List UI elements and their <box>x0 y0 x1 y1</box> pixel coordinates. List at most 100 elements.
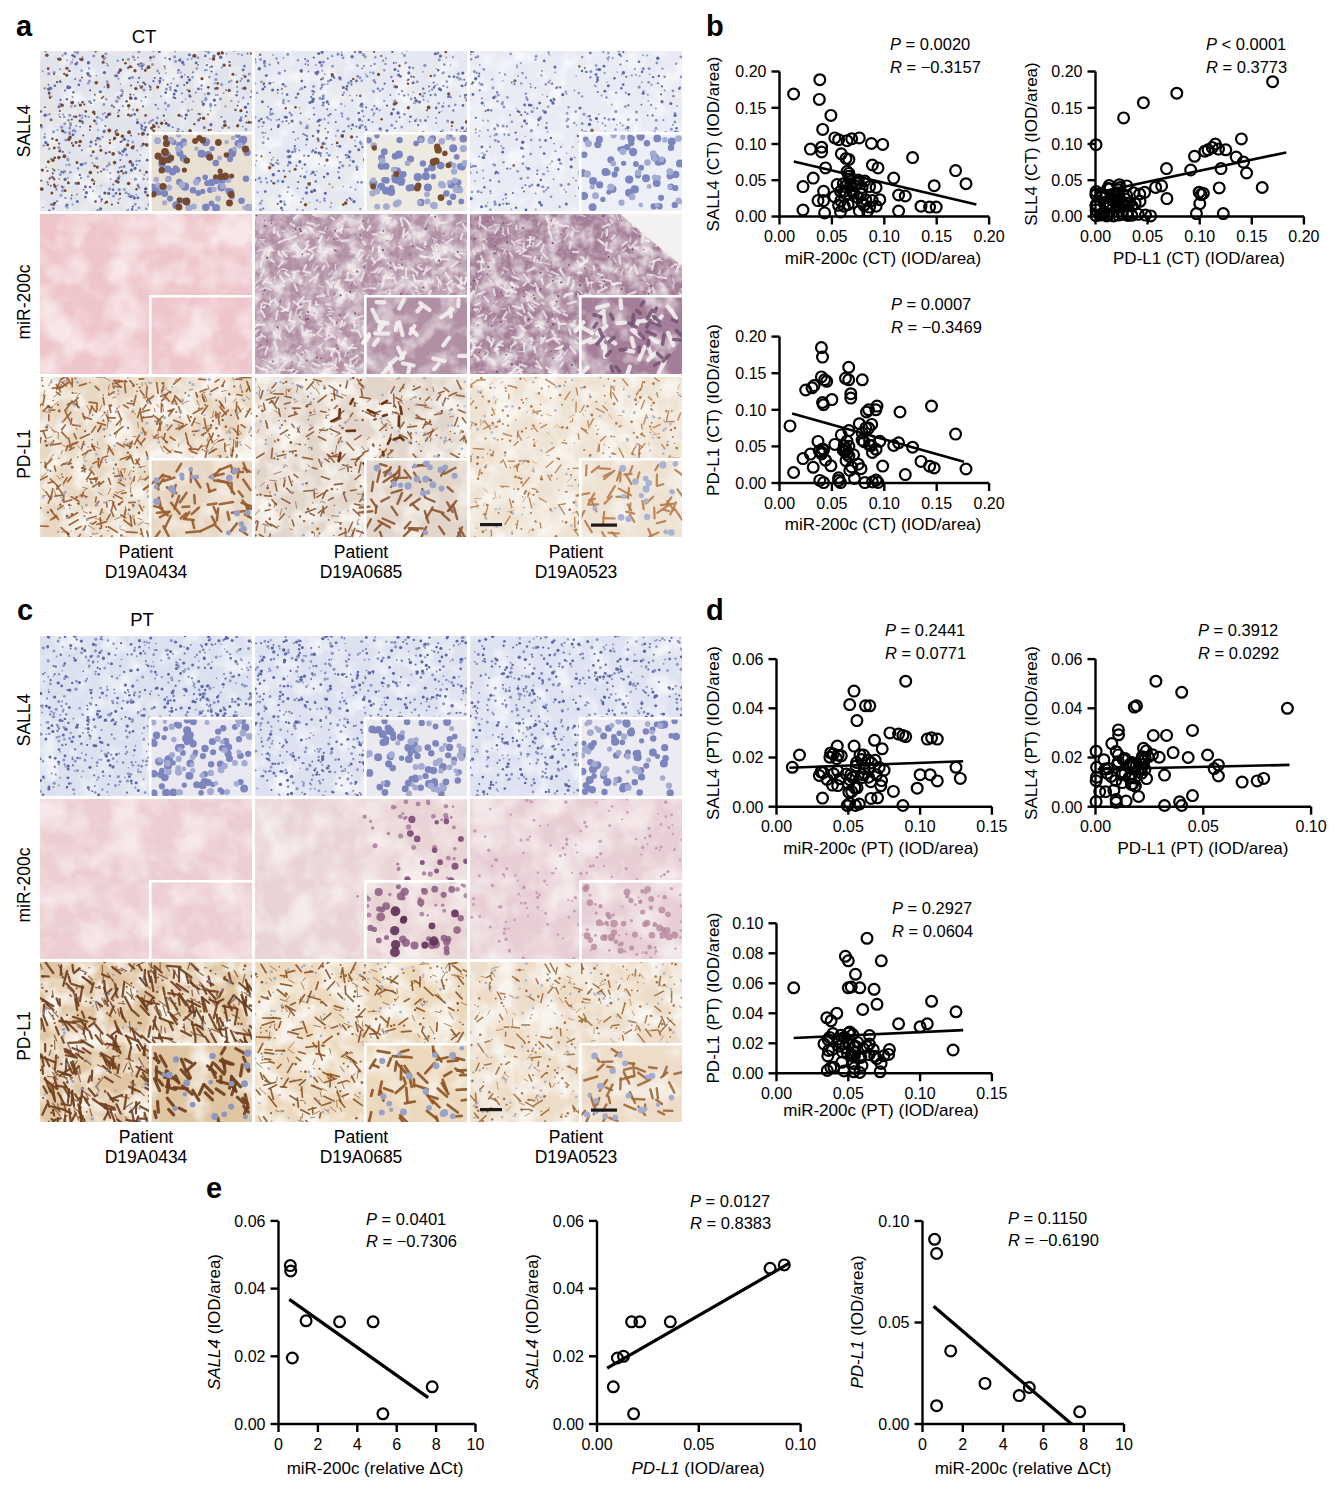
svg-text:0.00: 0.00 <box>1051 208 1082 225</box>
svg-text:0.00: 0.00 <box>732 799 763 816</box>
svg-text:0.05: 0.05 <box>816 495 847 512</box>
svg-text:0.00: 0.00 <box>735 475 766 492</box>
svg-text:P = 0.2927: P = 0.2927 <box>892 899 972 917</box>
svg-text:P = 0.0007: P = 0.0007 <box>891 295 971 313</box>
svg-text:0.00: 0.00 <box>1080 228 1111 245</box>
svg-text:0.06: 0.06 <box>234 1213 265 1230</box>
svg-text:0.00: 0.00 <box>1051 799 1082 816</box>
svg-text:0.15: 0.15 <box>1051 100 1082 117</box>
svg-text:10: 10 <box>467 1436 485 1453</box>
svg-text:0.06: 0.06 <box>1051 651 1082 668</box>
svg-text:P = 0.0127: P = 0.0127 <box>690 1192 770 1210</box>
svg-text:0.15: 0.15 <box>921 228 952 245</box>
svg-text:0.02: 0.02 <box>732 1035 763 1052</box>
svg-text:0: 0 <box>918 1436 927 1453</box>
svg-text:0.04: 0.04 <box>732 1005 763 1022</box>
svg-text:0.02: 0.02 <box>234 1348 265 1365</box>
svg-text:PD-L1 (CT) (IOD/area): PD-L1 (CT) (IOD/area) <box>704 324 723 496</box>
svg-text:0.15: 0.15 <box>735 365 766 382</box>
svg-text:0.15: 0.15 <box>1236 228 1267 245</box>
svg-text:0.15: 0.15 <box>921 495 952 512</box>
svg-text:PD-L1 (PT) (IOD/area): PD-L1 (PT) (IOD/area) <box>704 913 723 1084</box>
svg-text:0.10: 0.10 <box>732 915 763 932</box>
svg-text:0.15: 0.15 <box>976 1085 1007 1102</box>
svg-text:0.05: 0.05 <box>1188 818 1219 835</box>
svg-text:0.05: 0.05 <box>1132 228 1163 245</box>
svg-text:0.00: 0.00 <box>1080 818 1111 835</box>
svg-text:0.00: 0.00 <box>761 818 792 835</box>
svg-text:P = 0.0020: P = 0.0020 <box>890 35 970 53</box>
svg-text:0.02: 0.02 <box>553 1348 584 1365</box>
svg-text:8: 8 <box>432 1436 441 1453</box>
svg-text:6: 6 <box>392 1436 401 1453</box>
svg-text:0.05: 0.05 <box>735 172 766 189</box>
svg-text:0.20: 0.20 <box>735 63 766 80</box>
svg-text:0.15: 0.15 <box>735 100 766 117</box>
svg-text:miR-200c (CT) (IOD/area): miR-200c (CT) (IOD/area) <box>785 515 981 534</box>
svg-text:0.20: 0.20 <box>1288 228 1319 245</box>
svg-text:miR-200c (relative ΔCt): miR-200c (relative ΔCt) <box>287 1459 464 1478</box>
svg-text:P = 0.1150: P = 0.1150 <box>1008 1209 1087 1227</box>
svg-text:SALL4 (CT) (IOD/area): SALL4 (CT) (IOD/area) <box>704 57 723 232</box>
svg-text:0.10: 0.10 <box>735 402 766 419</box>
svg-text:0.04: 0.04 <box>234 1280 265 1297</box>
svg-text:0.04: 0.04 <box>1051 700 1082 717</box>
svg-text:0.00: 0.00 <box>234 1416 265 1433</box>
svg-text:0.06: 0.06 <box>732 651 763 668</box>
svg-text:0.00: 0.00 <box>764 495 795 512</box>
svg-text:0.05: 0.05 <box>683 1436 714 1453</box>
svg-text:R = 0.0604: R = 0.0604 <box>892 922 973 940</box>
svg-text:0.02: 0.02 <box>732 749 763 766</box>
svg-text:2: 2 <box>958 1436 967 1453</box>
svg-text:0.08: 0.08 <box>732 945 763 962</box>
svg-text:0.10: 0.10 <box>1296 818 1327 835</box>
svg-text:0.10: 0.10 <box>785 1436 816 1453</box>
svg-text:0.20: 0.20 <box>974 495 1005 512</box>
svg-text:0.05: 0.05 <box>833 1085 864 1102</box>
svg-text:PD-L1 (CT) (IOD/area): PD-L1 (CT) (IOD/area) <box>1113 249 1285 268</box>
svg-text:8: 8 <box>1079 1436 1088 1453</box>
svg-text:0.00: 0.00 <box>764 228 795 245</box>
svg-text:0.05: 0.05 <box>1051 172 1082 189</box>
svg-text:0.20: 0.20 <box>735 328 766 345</box>
svg-text:0.10: 0.10 <box>735 136 766 153</box>
svg-text:0.00: 0.00 <box>553 1416 584 1433</box>
svg-text:P = 0.2441: P = 0.2441 <box>885 621 965 639</box>
svg-text:PD-L1 (IOD/area): PD-L1 (IOD/area) <box>631 1459 764 1478</box>
svg-text:SALL4 (IOD/area): SALL4 (IOD/area) <box>523 1254 542 1390</box>
svg-text:R = −0.6190: R = −0.6190 <box>1008 1231 1099 1249</box>
svg-text:P = 0.0401: P = 0.0401 <box>366 1210 446 1228</box>
svg-text:0.10: 0.10 <box>869 495 900 512</box>
svg-text:4: 4 <box>353 1436 362 1453</box>
svg-text:R = 0.0771: R = 0.0771 <box>885 644 966 662</box>
svg-text:0.10: 0.10 <box>905 818 936 835</box>
svg-text:R = 0.0292: R = 0.0292 <box>1198 644 1279 662</box>
svg-text:miR-200c (CT) (IOD/area): miR-200c (CT) (IOD/area) <box>785 249 981 268</box>
svg-text:PD-L1 (PT) (IOD/area): PD-L1 (PT) (IOD/area) <box>1118 839 1289 858</box>
svg-text:0.20: 0.20 <box>974 228 1005 245</box>
svg-text:miR-200c (PT) (IOD/area): miR-200c (PT) (IOD/area) <box>783 1101 979 1120</box>
svg-text:0.05: 0.05 <box>878 1314 909 1331</box>
svg-text:0.00: 0.00 <box>735 208 766 225</box>
svg-text:R = −0.7306: R = −0.7306 <box>366 1232 457 1250</box>
svg-text:PD-L1 (IOD/area): PD-L1 (IOD/area) <box>848 1255 867 1388</box>
svg-text:0.10: 0.10 <box>878 1213 909 1230</box>
svg-text:4: 4 <box>999 1436 1008 1453</box>
svg-text:SALL4 (PT) (IOD/area): SALL4 (PT) (IOD/area) <box>704 646 723 820</box>
svg-text:0.10: 0.10 <box>905 1085 936 1102</box>
svg-text:0.10: 0.10 <box>869 228 900 245</box>
svg-text:0.15: 0.15 <box>976 818 1007 835</box>
svg-text:SALL4 (IOD/area): SALL4 (IOD/area) <box>205 1254 224 1390</box>
svg-text:SLL4 (CT) (IOD/area): SLL4 (CT) (IOD/area) <box>1022 62 1041 225</box>
svg-text:0.05: 0.05 <box>735 438 766 455</box>
svg-text:0.02: 0.02 <box>1051 749 1082 766</box>
svg-text:0.06: 0.06 <box>553 1213 584 1230</box>
svg-text:0.06: 0.06 <box>732 975 763 992</box>
svg-text:0.00: 0.00 <box>581 1436 612 1453</box>
svg-text:0.10: 0.10 <box>1184 228 1215 245</box>
svg-text:6: 6 <box>1039 1436 1048 1453</box>
svg-text:2: 2 <box>313 1436 322 1453</box>
svg-text:0.04: 0.04 <box>553 1280 584 1297</box>
svg-text:0: 0 <box>274 1436 283 1453</box>
svg-text:R = 0.8383: R = 0.8383 <box>690 1214 771 1232</box>
